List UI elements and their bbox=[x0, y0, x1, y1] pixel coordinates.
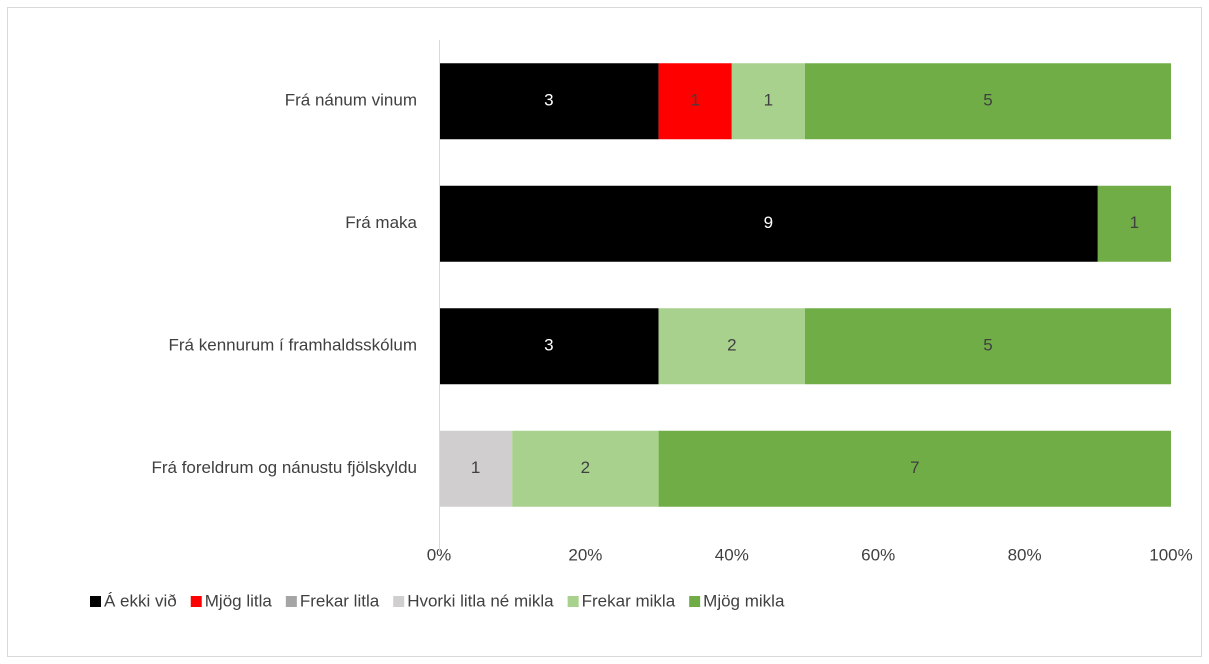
data-label: 2 bbox=[727, 336, 736, 355]
x-tick-label: 20% bbox=[568, 545, 602, 564]
legend-swatch bbox=[567, 596, 579, 607]
legend-swatch bbox=[190, 596, 202, 607]
data-label: 7 bbox=[910, 458, 919, 477]
bar-segment bbox=[805, 308, 1171, 385]
x-tick-label: 0% bbox=[427, 545, 452, 564]
data-label: 1 bbox=[690, 91, 699, 110]
y-tick-label: Frá maka bbox=[345, 213, 417, 232]
data-label: 5 bbox=[983, 336, 992, 355]
bar-segment bbox=[1097, 185, 1171, 262]
legend-swatch bbox=[393, 596, 405, 607]
bar-segment bbox=[439, 430, 513, 507]
x-tick-label: 100% bbox=[1149, 545, 1192, 564]
bar-segment bbox=[439, 63, 659, 140]
legend-label: Mjög litla bbox=[205, 591, 273, 610]
data-label: 1 bbox=[1130, 213, 1139, 232]
data-label: 2 bbox=[581, 458, 590, 477]
bar-segment bbox=[658, 63, 732, 140]
y-tick-label: Frá foreldrum og nánustu fjölskyldu bbox=[151, 458, 417, 477]
legend-label: Hvorki litla né mikla bbox=[407, 591, 554, 610]
legend-label: Frekar mikla bbox=[582, 591, 676, 610]
data-label: 9 bbox=[764, 213, 773, 232]
bar-segment bbox=[658, 430, 1171, 507]
data-label: 1 bbox=[764, 91, 773, 110]
bar-segment bbox=[658, 308, 805, 385]
bar-segment bbox=[805, 63, 1171, 140]
legend-swatch bbox=[90, 596, 101, 607]
legend-swatch bbox=[689, 596, 701, 607]
y-tick-label: Frá nánum vinum bbox=[285, 91, 417, 110]
legend-label: Mjög mikla bbox=[703, 591, 785, 610]
legend-label: Á ekki við bbox=[104, 591, 177, 610]
bar-segment bbox=[439, 308, 659, 385]
legend-label: Frekar litla bbox=[300, 591, 380, 610]
legend-swatch bbox=[285, 596, 297, 607]
bar-segment bbox=[731, 63, 805, 140]
y-tick-label: Frá kennurum í framhaldsskólum bbox=[169, 336, 417, 355]
data-label: 3 bbox=[544, 336, 553, 355]
x-tick-label: 80% bbox=[1008, 545, 1042, 564]
x-tick-label: 40% bbox=[715, 545, 749, 564]
data-label: 5 bbox=[983, 91, 992, 110]
x-tick-label: 60% bbox=[861, 545, 895, 564]
bar-segment bbox=[512, 430, 659, 507]
bar-segment bbox=[439, 185, 1098, 262]
data-label: 1 bbox=[471, 458, 480, 477]
data-label: 3 bbox=[544, 91, 553, 110]
